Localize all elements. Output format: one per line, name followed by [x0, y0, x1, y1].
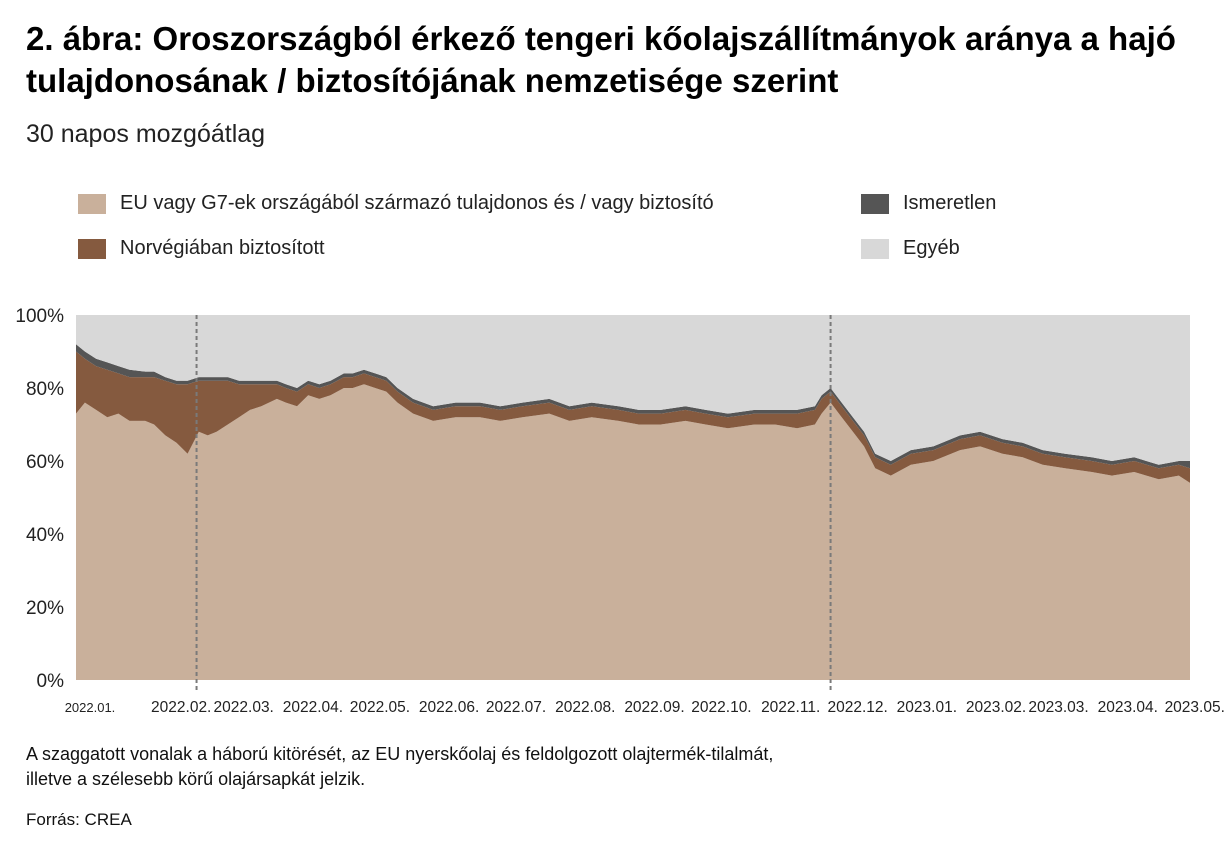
area-eu-g7	[76, 384, 1190, 680]
y-tick-label: 80%	[26, 379, 64, 400]
x-tick-label: 2023.01.	[897, 699, 957, 716]
x-tick-label: 2022.04.	[283, 699, 343, 716]
chart-note: A szaggatott vonalak a háború kitörését,…	[26, 742, 773, 792]
legend-item-unknown: Ismeretlen	[861, 192, 996, 215]
legend-item-eu-g7: EU vagy G7-ek országából származó tulajd…	[78, 192, 714, 215]
chart-subtitle: 30 napos mozgóátlag	[26, 120, 266, 148]
legend-swatch-unknown	[861, 193, 889, 214]
stacked-area-chart: 0%20%40%60%80%100%2022.01. 2022.02. 2022.0…	[15, 306, 1225, 716]
y-tick-label: 40%	[26, 525, 64, 546]
x-tick-label: 2023.03.	[1028, 699, 1088, 716]
x-tick-label: 2022.12.	[827, 699, 887, 716]
x-tick-label: 2022.10.	[691, 699, 751, 716]
legend-label-unknown: Ismeretlen	[903, 192, 997, 214]
chart-title: 2. ábra: Oroszországból érkező tengeri k…	[26, 20, 1176, 99]
x-tick-label: 2022.11.	[761, 699, 820, 716]
legend-label-other: Egyéb	[903, 237, 960, 259]
x-tick-label: 2022.05.	[350, 699, 410, 716]
y-tick-label: 60%	[26, 452, 64, 473]
y-tick-label: 0%	[37, 671, 65, 692]
legend-swatch-norway	[78, 238, 106, 259]
x-tick-label: 2023.02.	[966, 699, 1026, 716]
x-tick-label: 2022.03.	[214, 699, 274, 716]
x-tick-label: 2022.07.	[486, 699, 546, 716]
legend-item-other: Egyéb	[861, 237, 960, 260]
x-tick-label: 2022.09.	[624, 699, 684, 716]
legend-item-norway: Norvégiában biztosított	[78, 237, 325, 260]
note-line-2: illetve a szélesebb körű olajársapkát je…	[26, 769, 366, 789]
x-tick-label: 2023.04.	[1098, 699, 1158, 716]
legend-swatch-eu-g7	[78, 193, 106, 214]
legend-label-norway: Norvégiában biztosított	[120, 237, 325, 259]
y-tick-label: 20%	[26, 598, 64, 619]
legend-swatch-other	[861, 238, 889, 259]
chart-source: Forrás: CREA	[26, 810, 132, 829]
x-tick-label: 2022.06.	[419, 699, 479, 716]
legend-label-eu-g7: EU vagy G7-ek országából származó tulajd…	[120, 192, 714, 214]
y-tick-label: 100%	[15, 306, 64, 327]
x-tick-label: 2023.05.	[1165, 699, 1225, 716]
area-other	[76, 315, 1190, 465]
x-tick-label: 2022.01.	[65, 700, 116, 715]
x-tick-label: 2022.08.	[555, 699, 615, 716]
note-line-1: A szaggatott vonalak a háború kitörését,…	[26, 744, 774, 764]
area-norway	[76, 351, 1190, 483]
x-tick-label: 2022.02.	[151, 699, 211, 716]
area-unknown	[76, 344, 1190, 469]
